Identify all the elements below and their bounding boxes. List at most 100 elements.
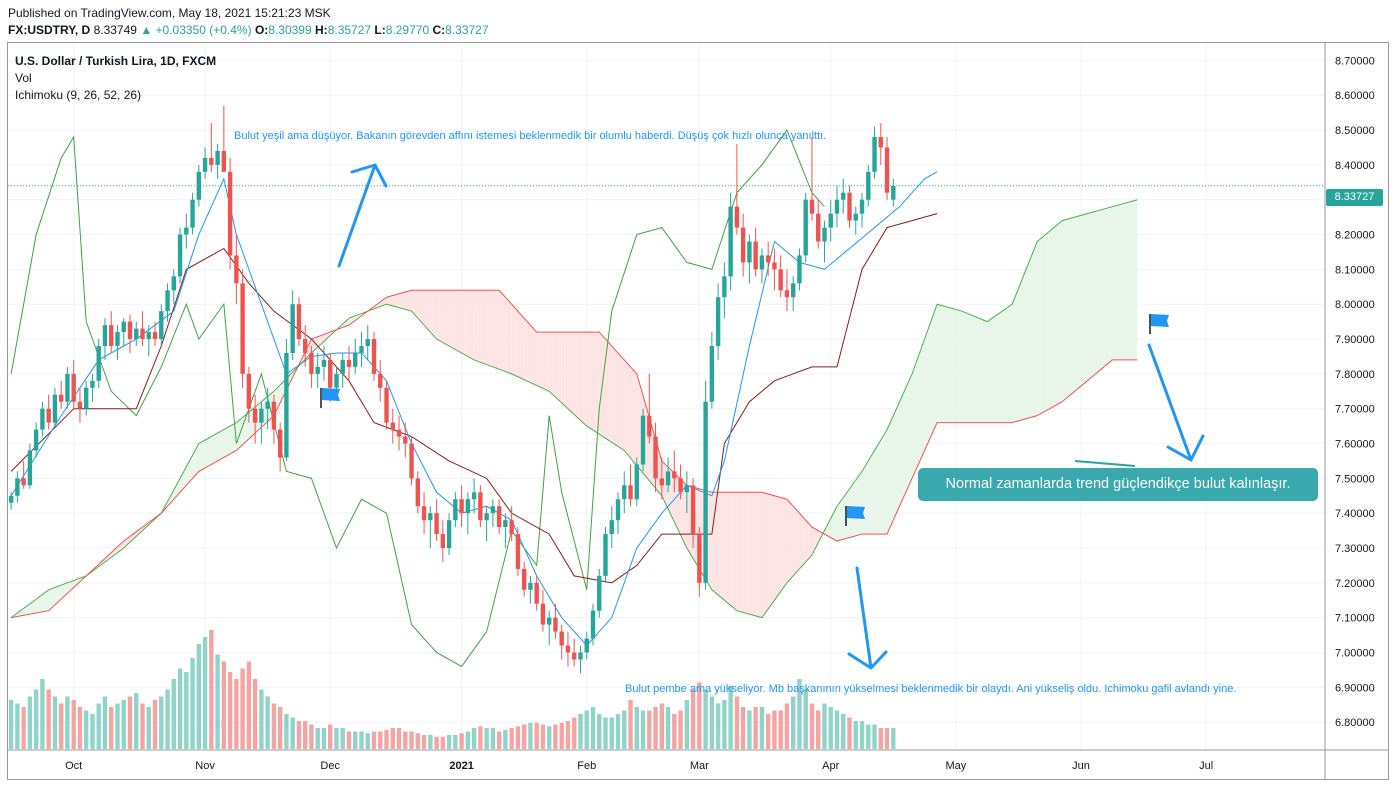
cloud-segment bbox=[1002, 308, 1006, 423]
volume-bar bbox=[797, 679, 802, 749]
candle-body bbox=[791, 283, 796, 298]
cloud-segment bbox=[915, 356, 919, 472]
cloud-segment bbox=[871, 450, 875, 535]
candle-body bbox=[615, 499, 621, 521]
cloud-segment bbox=[470, 290, 475, 360]
candle-body bbox=[21, 478, 26, 486]
volume-bar bbox=[503, 729, 508, 749]
volume-bar bbox=[346, 731, 352, 749]
candle-body bbox=[271, 401, 277, 430]
cloud-segment bbox=[411, 290, 415, 315]
cloud-segment bbox=[417, 290, 421, 322]
cloud-segment bbox=[1087, 212, 1091, 381]
candle-body bbox=[728, 206, 733, 277]
annotation-callout[interactable]: Normal zamanlarda trend güçlendikçe bulu… bbox=[918, 468, 1318, 501]
cloud-segment bbox=[611, 346, 615, 445]
cloud-segment bbox=[671, 470, 675, 522]
cloud-segment bbox=[765, 493, 769, 614]
legend-vol[interactable]: Vol bbox=[15, 71, 32, 85]
cloud-segment bbox=[427, 290, 431, 333]
cloud-segment bbox=[39, 594, 43, 613]
candle-body bbox=[734, 206, 740, 228]
candle-body bbox=[403, 436, 408, 444]
cloud-segment bbox=[230, 424, 234, 454]
volume-bar bbox=[578, 714, 583, 749]
annotation-bottom[interactable]: Bulut pembe ama yükseliyor. Mb başkanını… bbox=[625, 683, 1237, 695]
volume-bar bbox=[52, 696, 58, 749]
volume-bar bbox=[202, 637, 208, 749]
volume-bar bbox=[359, 731, 364, 749]
cloud-segment bbox=[574, 332, 578, 418]
cloud-segment bbox=[549, 332, 553, 395]
volume-bar bbox=[772, 710, 777, 749]
candle-body bbox=[753, 241, 758, 270]
cloud-segment bbox=[880, 434, 884, 535]
cloud-segment bbox=[990, 317, 994, 423]
x-tick-label: Nov bbox=[195, 760, 215, 772]
candle-body bbox=[315, 366, 320, 374]
candle-body bbox=[353, 352, 358, 367]
legend-title[interactable]: U.S. Dollar / Turkish Lira, 1D, FXCM bbox=[15, 54, 217, 68]
cloud-segment bbox=[1090, 211, 1094, 379]
cloud-segment bbox=[408, 290, 412, 312]
cloud-segment bbox=[743, 492, 747, 614]
cloud-segment bbox=[402, 292, 406, 310]
cloud-segment bbox=[1012, 296, 1016, 423]
chart-frame[interactable] bbox=[7, 42, 1389, 780]
volume-bar bbox=[791, 696, 796, 749]
cloud-segment bbox=[771, 494, 775, 605]
volume-bar bbox=[90, 714, 95, 749]
cloud-segment bbox=[899, 394, 903, 507]
x-tick-label: May bbox=[945, 760, 966, 772]
candle-body bbox=[177, 234, 183, 277]
x-tick-label: Mar bbox=[690, 760, 709, 772]
cloud-segment bbox=[242, 414, 246, 445]
candle-body bbox=[797, 255, 802, 284]
candle-body bbox=[421, 506, 427, 521]
volume-bar bbox=[353, 731, 358, 749]
legend-ichimoku[interactable]: Ichimoku (9, 26, 52, 26) bbox=[15, 88, 142, 102]
cloud-segment bbox=[930, 312, 934, 437]
cloud-segment bbox=[592, 332, 597, 433]
cloud-segment bbox=[996, 312, 1000, 423]
cloud-segment bbox=[818, 530, 822, 543]
cloud-segment bbox=[323, 333, 328, 342]
cloud-segment bbox=[940, 305, 944, 423]
cloud-segment bbox=[780, 497, 784, 592]
cloud-segment bbox=[746, 492, 750, 615]
volume-bar bbox=[515, 726, 521, 749]
candle-body bbox=[165, 290, 170, 312]
cloud-segment bbox=[449, 290, 453, 348]
cloud-segment bbox=[1127, 201, 1132, 360]
candle-body bbox=[265, 401, 270, 409]
candle-body bbox=[171, 276, 176, 291]
candle-body bbox=[284, 352, 289, 458]
cloud-segment bbox=[962, 311, 966, 423]
volume-bar bbox=[478, 726, 483, 749]
candle-body bbox=[672, 471, 677, 479]
cloud-segment bbox=[511, 304, 515, 376]
cloud-segment bbox=[464, 290, 468, 357]
cloud-segment bbox=[220, 429, 224, 460]
y-tick-label: 8.40000 bbox=[1335, 160, 1375, 172]
cloud-segment bbox=[208, 436, 212, 467]
candle-body bbox=[159, 311, 164, 340]
cloud-segment bbox=[614, 349, 619, 447]
cloud-segment bbox=[887, 422, 891, 535]
candle-body bbox=[678, 478, 683, 493]
candle-body bbox=[27, 450, 33, 486]
candle-body bbox=[371, 339, 377, 374]
cloud-segment bbox=[308, 339, 312, 357]
candle-body bbox=[378, 373, 383, 388]
cloud-segment bbox=[1043, 233, 1047, 413]
annotation-top[interactable]: Bulut yeşil ama düşüyor. Bakanın görevde… bbox=[234, 130, 827, 142]
volume-bar bbox=[584, 710, 589, 749]
x-tick-label: Apr bbox=[822, 760, 839, 772]
cloud-segment bbox=[1065, 218, 1069, 400]
cloud-segment bbox=[571, 332, 575, 415]
cloud-segment bbox=[73, 579, 77, 588]
cloud-segment bbox=[552, 332, 556, 398]
y-tick-label: 7.30000 bbox=[1335, 543, 1375, 555]
candle-body bbox=[703, 401, 708, 583]
